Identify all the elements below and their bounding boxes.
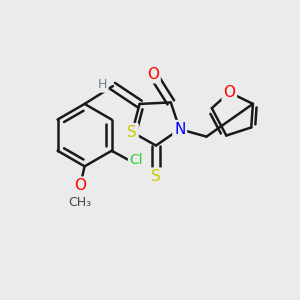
Text: H: H — [98, 78, 107, 91]
Text: O: O — [224, 85, 236, 100]
Text: N: N — [174, 122, 185, 137]
Text: S: S — [127, 125, 137, 140]
Text: Cl: Cl — [130, 153, 143, 167]
Text: CH₃: CH₃ — [69, 196, 92, 208]
Text: O: O — [147, 67, 159, 82]
Text: O: O — [74, 178, 86, 193]
Text: S: S — [151, 169, 161, 184]
